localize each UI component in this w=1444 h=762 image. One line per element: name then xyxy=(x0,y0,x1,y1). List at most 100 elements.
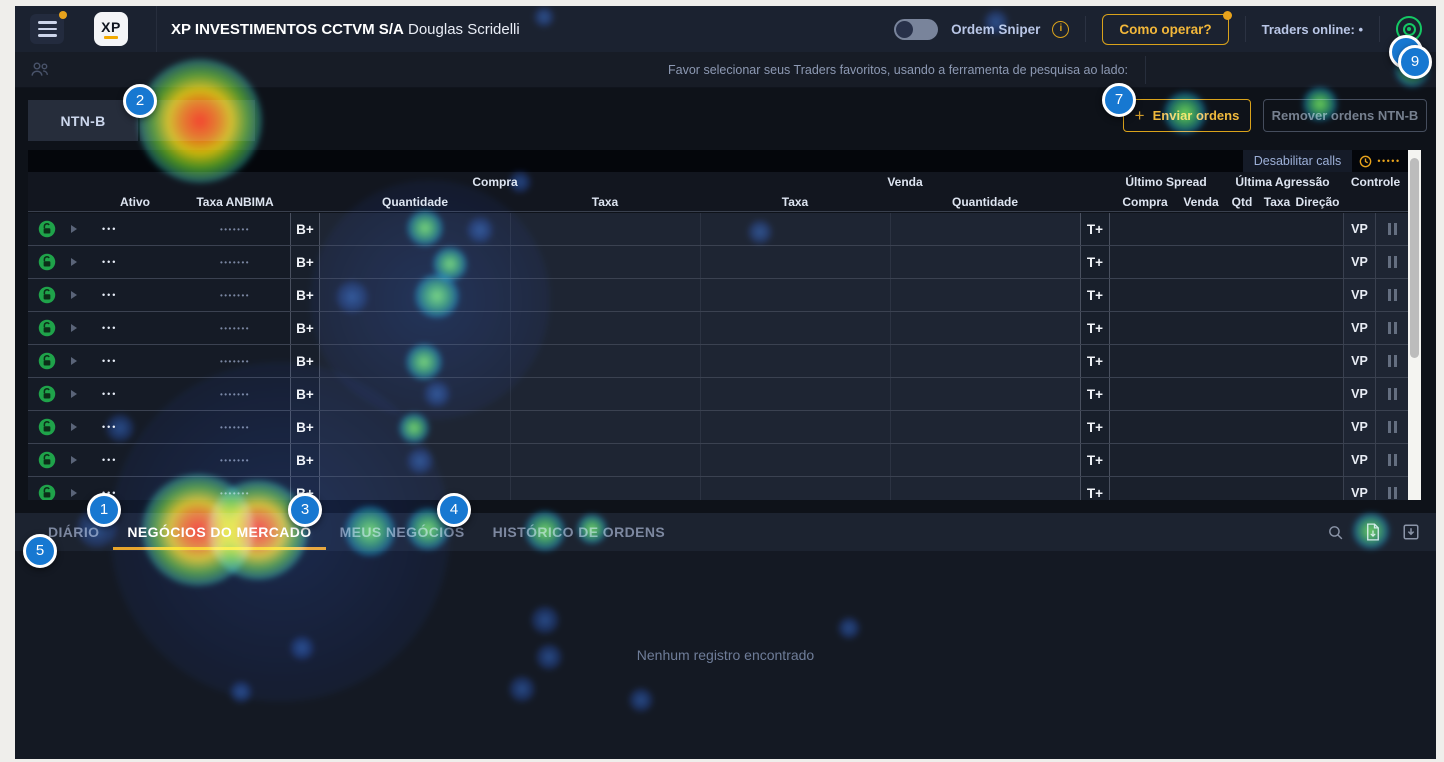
target-record-icon[interactable] xyxy=(1396,16,1422,42)
remover-ordens-button[interactable]: Remover ordens NTN-B xyxy=(1263,99,1427,132)
sell-button[interactable]: T+ xyxy=(1080,312,1110,344)
sell-button[interactable]: T+ xyxy=(1080,279,1110,311)
buy-button[interactable]: B+ xyxy=(290,444,320,476)
compra-quantidade-field[interactable] xyxy=(320,411,510,443)
desabilitar-calls-button[interactable]: Desabilitar calls xyxy=(1243,150,1352,172)
enviar-ordens-button[interactable]: + Enviar ordens xyxy=(1123,99,1251,132)
vp-button[interactable]: VP xyxy=(1343,279,1375,311)
hamburger-menu-button[interactable] xyxy=(30,11,67,44)
scrollbar-thumb[interactable] xyxy=(1410,158,1419,358)
buy-button[interactable]: B+ xyxy=(290,411,320,443)
unlock-status-icon[interactable] xyxy=(38,385,56,403)
pause-button[interactable] xyxy=(1375,477,1408,500)
sell-button[interactable]: T+ xyxy=(1080,378,1110,410)
pause-button[interactable] xyxy=(1375,312,1408,344)
compra-quantidade-field[interactable] xyxy=(320,279,510,311)
como-operar-button[interactable]: Como operar? xyxy=(1102,10,1232,45)
expand-row-icon[interactable] xyxy=(71,423,77,431)
tab-ntn-b[interactable]: NTN-B xyxy=(28,100,138,141)
unlock-status-icon[interactable] xyxy=(38,418,56,436)
buy-button[interactable]: B+ xyxy=(290,477,320,500)
compra-taxa-field[interactable] xyxy=(510,378,700,410)
expand-row-icon[interactable] xyxy=(71,357,77,365)
sell-button[interactable]: T+ xyxy=(1080,345,1110,377)
calls-history-button[interactable]: ••••• xyxy=(1352,150,1408,172)
expand-row-icon[interactable] xyxy=(71,324,77,332)
venda-taxa-field[interactable] xyxy=(700,477,890,500)
info-icon[interactable]: i xyxy=(1052,20,1070,38)
buy-button[interactable]: B+ xyxy=(290,312,320,344)
expand-row-icon[interactable] xyxy=(71,390,77,398)
tab-second-instrument[interactable] xyxy=(140,100,255,141)
pause-button[interactable] xyxy=(1375,411,1408,443)
sell-button[interactable]: T+ xyxy=(1080,213,1110,245)
venda-quantidade-field[interactable] xyxy=(890,279,1080,311)
bottom-tab-diario[interactable]: DIÁRIO xyxy=(34,513,113,551)
compra-quantidade-field[interactable] xyxy=(320,345,510,377)
pause-button[interactable] xyxy=(1375,444,1408,476)
compra-quantidade-field[interactable] xyxy=(320,444,510,476)
pause-button[interactable] xyxy=(1375,246,1408,278)
unlock-status-icon[interactable] xyxy=(38,286,56,304)
ordem-sniper-toggle[interactable] xyxy=(894,18,939,40)
sell-button[interactable]: T+ xyxy=(1080,411,1110,443)
search-icon[interactable] xyxy=(1327,524,1344,541)
expand-row-icon[interactable] xyxy=(71,225,77,233)
expand-row-icon[interactable] xyxy=(71,258,77,266)
venda-taxa-field[interactable] xyxy=(700,411,890,443)
compra-taxa-field[interactable] xyxy=(510,213,700,245)
venda-quantidade-field[interactable] xyxy=(890,345,1080,377)
vp-button[interactable]: VP xyxy=(1343,246,1375,278)
compra-taxa-field[interactable] xyxy=(510,246,700,278)
compra-quantidade-field[interactable] xyxy=(320,312,510,344)
compra-taxa-field[interactable] xyxy=(510,279,700,311)
vp-button[interactable]: VP xyxy=(1343,213,1375,245)
compra-taxa-field[interactable] xyxy=(510,312,700,344)
expand-row-icon[interactable] xyxy=(71,291,77,299)
sell-button[interactable]: T+ xyxy=(1080,477,1110,500)
compra-taxa-field[interactable] xyxy=(510,411,700,443)
buy-button[interactable]: B+ xyxy=(290,246,320,278)
buy-button[interactable]: B+ xyxy=(290,213,320,245)
traders-search-icon[interactable] xyxy=(30,61,51,78)
pause-button[interactable] xyxy=(1375,378,1408,410)
vp-button[interactable]: VP xyxy=(1343,378,1375,410)
bottom-tab-negocios-do-mercado[interactable]: NEGÓCIOS DO MERCADO xyxy=(113,513,326,551)
download-icon[interactable] xyxy=(1402,523,1420,541)
venda-taxa-field[interactable] xyxy=(700,312,890,344)
compra-taxa-field[interactable] xyxy=(510,444,700,476)
vp-button[interactable]: VP xyxy=(1343,411,1375,443)
compra-quantidade-field[interactable] xyxy=(320,378,510,410)
unlock-status-icon[interactable] xyxy=(38,451,56,469)
pause-button[interactable] xyxy=(1375,279,1408,311)
compra-taxa-field[interactable] xyxy=(510,477,700,500)
sell-button[interactable]: T+ xyxy=(1080,444,1110,476)
venda-quantidade-field[interactable] xyxy=(890,312,1080,344)
venda-quantidade-field[interactable] xyxy=(890,477,1080,500)
vp-button[interactable]: VP xyxy=(1343,444,1375,476)
export-file-icon[interactable] xyxy=(1365,523,1381,541)
venda-quantidade-field[interactable] xyxy=(890,213,1080,245)
venda-quantidade-field[interactable] xyxy=(890,246,1080,278)
compra-taxa-field[interactable] xyxy=(510,345,700,377)
vp-button[interactable]: VP xyxy=(1343,477,1375,500)
traders-online-button[interactable]: Traders online: • xyxy=(1261,21,1363,37)
unlock-status-icon[interactable] xyxy=(38,484,56,500)
buy-button[interactable]: B+ xyxy=(290,345,320,377)
vertical-scrollbar[interactable] xyxy=(1408,150,1421,500)
buy-button[interactable]: B+ xyxy=(290,279,320,311)
pause-button[interactable] xyxy=(1375,345,1408,377)
bottom-tab-historico-de-ordens[interactable]: HISTÓRICO DE ORDENS xyxy=(479,513,680,551)
unlock-status-icon[interactable] xyxy=(38,319,56,337)
expand-row-icon[interactable] xyxy=(71,489,77,497)
unlock-status-icon[interactable] xyxy=(38,352,56,370)
venda-taxa-field[interactable] xyxy=(700,279,890,311)
venda-taxa-field[interactable] xyxy=(700,378,890,410)
venda-taxa-field[interactable] xyxy=(700,246,890,278)
venda-quantidade-field[interactable] xyxy=(890,444,1080,476)
venda-quantidade-field[interactable] xyxy=(890,411,1080,443)
sell-button[interactable]: T+ xyxy=(1080,246,1110,278)
compra-quantidade-field[interactable] xyxy=(320,246,510,278)
bottom-tab-meus-negocios[interactable]: MEUS NEGÓCIOS xyxy=(326,513,479,551)
venda-taxa-field[interactable] xyxy=(700,345,890,377)
